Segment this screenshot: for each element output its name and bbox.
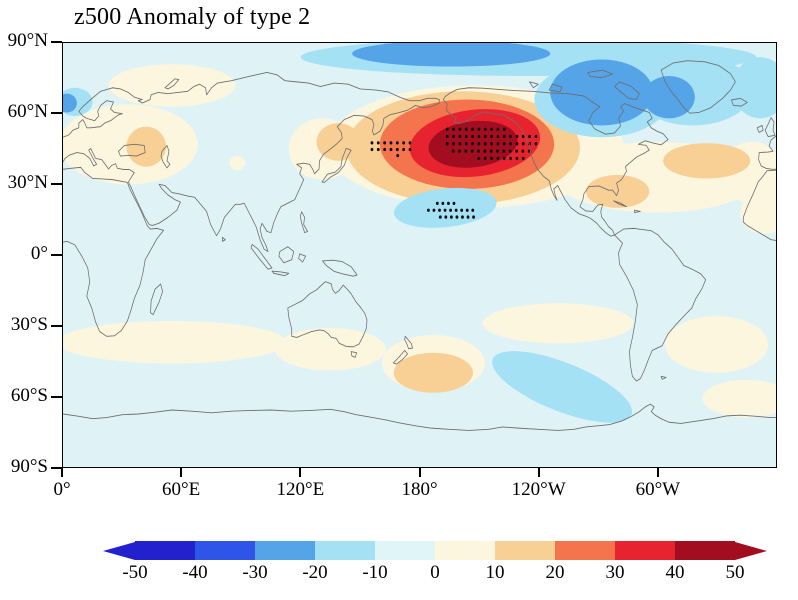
- lon-tick: [180, 468, 183, 477]
- lat-tick-label: 0°: [30, 243, 48, 264]
- colorbar-segment: [495, 541, 555, 560]
- colorbar-segment: [315, 541, 375, 560]
- colorbar-tick-label: 50: [725, 562, 745, 583]
- colorbar-tick-label: -40: [182, 562, 208, 583]
- lat-tick: [51, 41, 62, 43]
- lon-tick-label: 0°: [53, 479, 71, 500]
- contour-fills: [63, 43, 776, 423]
- colorbar-right-arrow: [735, 541, 767, 560]
- colorbar-tick-label: -30: [242, 562, 268, 583]
- coastlines: [63, 60, 776, 431]
- colorbar-segment: [435, 541, 495, 560]
- colorbar-tick-label: 0: [430, 562, 440, 583]
- colorbar-segment: [195, 541, 255, 560]
- map-plot: [63, 43, 776, 467]
- lon-tick-label: 180°: [401, 479, 438, 500]
- colorbar-segment: [375, 541, 435, 560]
- colorbar-tick-label: 20: [545, 562, 565, 583]
- lon-tick-label: 120°W: [511, 479, 566, 500]
- lon-tick: [537, 468, 540, 477]
- colorbar-segment: [135, 541, 195, 560]
- colorbar-tick-label: 10: [485, 562, 505, 583]
- lat-tick-label: 90°S: [10, 456, 48, 477]
- lat-tick: [51, 325, 62, 327]
- lat-tick-label: 30°S: [10, 314, 48, 335]
- colorbar-tick-label: -50: [122, 562, 148, 583]
- colorbar-tick-label: 30: [605, 562, 625, 583]
- lon-tick: [656, 468, 659, 477]
- colorbar-segment: [615, 541, 675, 560]
- colorbar-segment: [555, 541, 615, 560]
- page-title: z500 Anomaly of type 2: [74, 4, 311, 30]
- lon-tick-label: 60°W: [635, 479, 681, 500]
- stippling: [370, 127, 538, 219]
- colorbar-segment: [255, 541, 315, 560]
- colorbar-tick-label: -10: [362, 562, 388, 583]
- lat-tick-label: 60°S: [10, 385, 48, 406]
- lat-tick-label: 30°N: [7, 172, 48, 193]
- lat-tick: [51, 396, 62, 398]
- colorbar: [103, 541, 767, 560]
- map-frame: [62, 42, 777, 468]
- lat-tick: [51, 183, 62, 185]
- lon-tick: [299, 468, 302, 477]
- lat-tick: [51, 467, 62, 469]
- colorbar-tick-label: 40: [665, 562, 685, 583]
- lon-tick: [418, 468, 421, 477]
- lat-tick-label: 60°N: [7, 101, 48, 122]
- lat-tick: [51, 254, 62, 256]
- lat-tick: [51, 112, 62, 114]
- colorbar-segments: [135, 541, 735, 560]
- colorbar-left-arrow: [103, 541, 135, 560]
- colorbar-segment: [675, 541, 735, 560]
- lat-tick-label: 90°N: [7, 30, 48, 51]
- lon-tick-label: 120°E: [276, 479, 325, 500]
- colorbar-tick-label: -20: [302, 562, 328, 583]
- lon-tick-label: 60°E: [162, 479, 201, 500]
- lon-tick: [61, 468, 63, 477]
